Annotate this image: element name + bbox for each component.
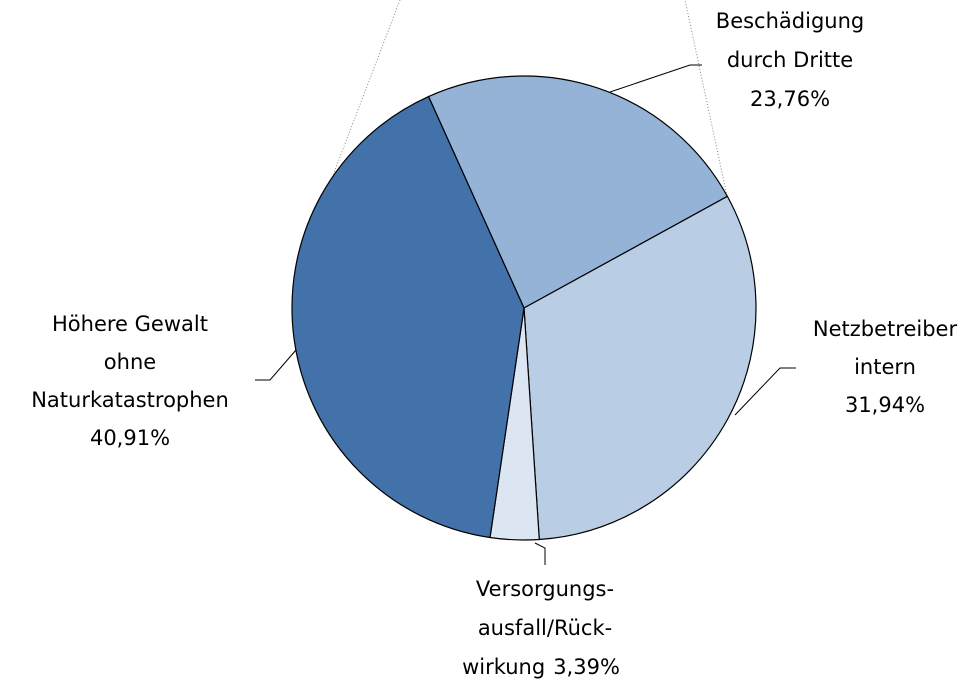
value-label: 23,76%: [750, 87, 830, 111]
slice-label: Versorgungs-: [476, 577, 614, 601]
pie-slice: [523, 195, 757, 541]
explode-guide: [684, 0, 728, 197]
leader-line: [255, 349, 297, 381]
slice-label: Netzbetreiber: [813, 317, 958, 341]
leader-line: [734, 367, 796, 416]
slice-label: ohne: [104, 350, 156, 374]
pie-slice: [427, 75, 729, 309]
value-label: 3,39%: [553, 655, 620, 679]
slice-label: Naturkatastrophen: [31, 388, 229, 412]
slice-label: Beschädigung: [716, 9, 864, 33]
value-label: 40,91%: [90, 426, 170, 450]
pie-slice: [291, 95, 525, 539]
slice-label: ausfall/Rück-: [478, 616, 612, 640]
slice-label: Höhere Gewalt: [52, 312, 208, 336]
leader-line: [534, 542, 546, 565]
slice-label: intern: [854, 355, 916, 379]
slice-label: durch Dritte: [727, 48, 853, 72]
value-label: 31,94%: [845, 393, 925, 417]
slice-label: wirkung 3,39%: [462, 655, 620, 679]
leader-line: [609, 64, 702, 93]
